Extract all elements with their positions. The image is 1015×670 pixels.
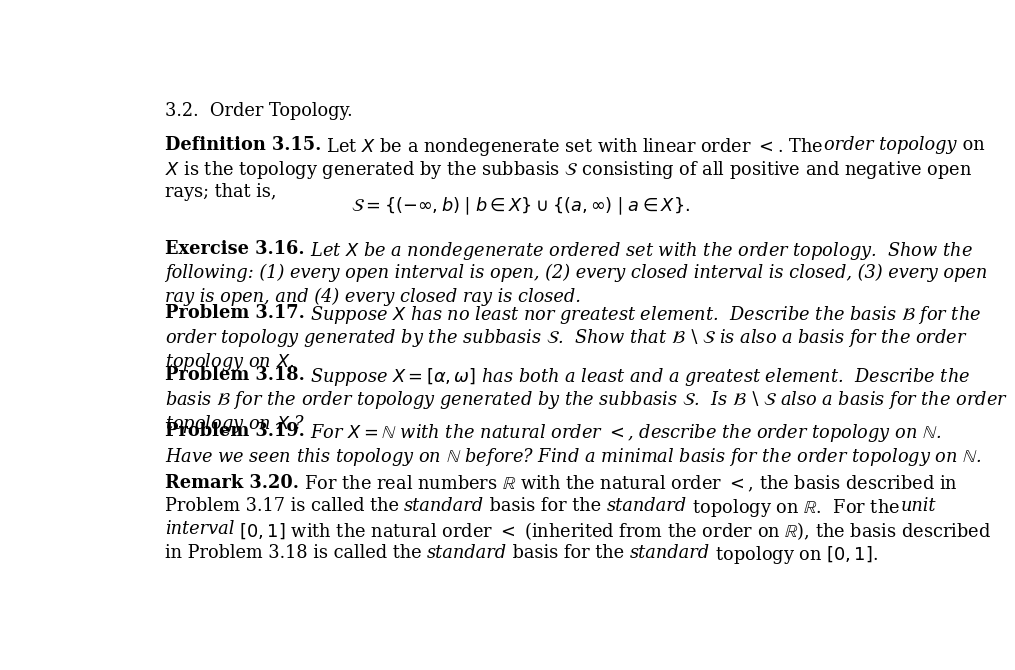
Text: Suppose $X$ has no least nor greatest element.  Describe the basis $\mathcal{B}$: Suppose $X$ has no least nor greatest el… [311, 304, 982, 326]
Text: on: on [957, 135, 985, 153]
Text: standard: standard [404, 497, 484, 515]
Text: $X$ is the topology generated by the subbasis $\mathcal{S}$ consisting of all po: $X$ is the topology generated by the sub… [164, 159, 972, 181]
Text: Problem 3.17 is called the: Problem 3.17 is called the [164, 497, 404, 515]
Text: basis $\mathcal{B}$ for the order topology generated by the subbasis $\mathcal{S: basis $\mathcal{B}$ for the order topolo… [164, 389, 1008, 411]
Text: Problem 3.18.: Problem 3.18. [164, 366, 304, 384]
Text: $\mathcal{S} = \{(-\infty, b) \mid b \in X\} \cup \{(a, \infty) \mid a \in X\}.$: $\mathcal{S} = \{(-\infty, b) \mid b \in… [350, 196, 690, 217]
Text: basis for the: basis for the [508, 544, 629, 562]
Text: Problem 3.17.: Problem 3.17. [164, 304, 304, 322]
Text: standard: standard [427, 544, 508, 562]
Text: topology on $\mathbb{R}$.  For the: topology on $\mathbb{R}$. For the [687, 497, 901, 519]
Text: topology on $X$ ?: topology on $X$ ? [164, 413, 306, 435]
Text: standard: standard [607, 497, 687, 515]
Text: Have we seen this topology on $\mathbb{N}$ before? Find a minimal basis for the : Have we seen this topology on $\mathbb{N… [164, 446, 982, 468]
Text: $[0, 1]$ with the natural order $<$ (inherited from the order on $\mathbb{R}$), : $[0, 1]$ with the natural order $<$ (inh… [234, 521, 992, 542]
Text: rays; that is,: rays; that is, [164, 182, 276, 200]
Text: order topology: order topology [824, 135, 957, 153]
Text: Suppose $X = [\alpha, \omega]$ has both a least and a greatest element.  Describ: Suppose $X = [\alpha, \omega]$ has both … [311, 366, 970, 388]
Text: Let $X$ be a nondegenerate set with linear order $<$. The: Let $X$ be a nondegenerate set with line… [321, 135, 824, 157]
Text: Definition 3.15.: Definition 3.15. [164, 135, 321, 153]
Text: Remark 3.20.: Remark 3.20. [164, 474, 298, 492]
Text: unit: unit [901, 497, 937, 515]
Text: order topology generated by the subbasis $\mathcal{S}$.  Show that $\mathcal{B} : order topology generated by the subbasis… [164, 327, 967, 349]
Text: For $X = \mathbb{N}$ with the natural order $<$, describe the order topology on : For $X = \mathbb{N}$ with the natural or… [311, 423, 942, 444]
Text: Let $X$ be a nondegenerate ordered set with the order topology.  Show the: Let $X$ be a nondegenerate ordered set w… [310, 241, 972, 263]
Text: basis for the: basis for the [484, 497, 607, 515]
Text: ray is open, and (4) every closed ray is closed.: ray is open, and (4) every closed ray is… [164, 287, 581, 306]
Text: standard: standard [629, 544, 709, 562]
Text: following: (1) every open interval is open, (2) every closed interval is closed,: following: (1) every open interval is op… [164, 264, 987, 282]
Text: Exercise 3.16.: Exercise 3.16. [164, 241, 304, 259]
Text: in Problem 3.18 is called the: in Problem 3.18 is called the [164, 544, 427, 562]
Text: Problem 3.19.: Problem 3.19. [164, 423, 304, 440]
Text: For the real numbers $\mathbb{R}$ with the natural order $<$, the basis describe: For the real numbers $\mathbb{R}$ with t… [298, 474, 957, 494]
Text: topology on $X$.: topology on $X$. [164, 350, 294, 373]
Text: 3.2.  Order Topology.: 3.2. Order Topology. [164, 102, 352, 119]
Text: interval: interval [164, 521, 234, 539]
Text: topology on $[0, 1]$.: topology on $[0, 1]$. [709, 544, 878, 566]
